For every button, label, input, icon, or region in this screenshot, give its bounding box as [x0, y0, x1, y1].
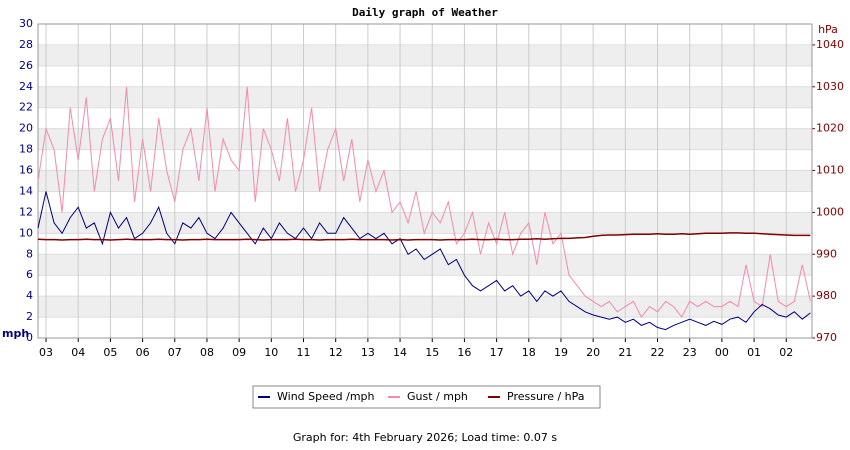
y-tick-label: 10 [19, 226, 33, 239]
grid-band [38, 128, 812, 150]
x-tick-label: 06 [136, 346, 150, 359]
y2-tick-label: 970 [816, 331, 837, 344]
x-tick-label: 21 [618, 346, 632, 359]
y-tick-label: 16 [19, 164, 33, 177]
x-tick-label: 10 [264, 346, 278, 359]
legend-entry: Gust / mph [388, 390, 468, 403]
grid-band [38, 44, 812, 66]
grid-band [38, 86, 812, 108]
y-tick-label: 4 [26, 289, 33, 302]
y-tick-label: 28 [19, 38, 33, 51]
x-tick-label: 22 [651, 346, 665, 359]
x-tick-label: 05 [103, 346, 117, 359]
y-tick-label: 12 [19, 205, 33, 218]
y-tick-label: 22 [19, 101, 33, 114]
y2-tick-label: 1040 [816, 38, 844, 51]
legend-label: Wind Speed /mph [277, 390, 375, 403]
x-tick-label: 15 [425, 346, 439, 359]
series-line [37, 191, 811, 331]
y-tick-label: 2 [26, 310, 33, 323]
x-tick-label: 16 [457, 346, 471, 359]
y2-tick-label: 990 [816, 247, 837, 260]
x-tick-label: 12 [329, 346, 343, 359]
y-tick-label: 6 [26, 268, 33, 281]
series-line [37, 232, 811, 241]
legend-entry: Pressure / hPa [488, 390, 585, 403]
legend-box [252, 385, 601, 409]
y-tick-label: 30 [19, 17, 33, 30]
x-tick-label: 07 [168, 346, 182, 359]
x-tick-label: 11 [297, 346, 311, 359]
x-tick-label: 03 [39, 346, 53, 359]
y2-tick-label: 1000 [816, 205, 844, 218]
legend-label: Gust / mph [407, 390, 468, 403]
y-tick-label: 18 [19, 143, 33, 156]
x-tick-label: 02 [779, 346, 793, 359]
x-tick-label: 08 [200, 346, 214, 359]
y2-axis-label: hPa [818, 23, 838, 36]
y-tick-label: 26 [19, 59, 33, 72]
legend-label: Pressure / hPa [507, 390, 585, 403]
legend-entry: Wind Speed /mph [258, 390, 375, 403]
y2-tick-label: 980 [816, 289, 837, 302]
x-tick-label: 13 [361, 346, 375, 359]
x-tick-label: 20 [586, 346, 600, 359]
grid-band [38, 296, 812, 318]
y-axis-label: mph [2, 327, 29, 340]
y-tick-label: 14 [19, 184, 33, 197]
x-tick-label: 00 [715, 346, 729, 359]
y2-tick-label: 1010 [816, 164, 844, 177]
y-tick-label: 0 [26, 331, 33, 344]
x-tick-label: 19 [554, 346, 568, 359]
y2-tick-label: 1030 [816, 80, 844, 93]
grid-band [38, 212, 812, 234]
x-tick-label: 14 [393, 346, 407, 359]
x-tick-label: 17 [490, 346, 504, 359]
y-tick-label: 20 [19, 122, 33, 135]
grid-band [38, 254, 812, 276]
footer: Graph for: 4th February 2026; Load time:… [293, 431, 558, 444]
grid-band [38, 170, 812, 192]
x-tick-label: 09 [232, 346, 246, 359]
x-tick-label: 18 [522, 346, 536, 359]
series-line [37, 86, 811, 319]
chart-title: Daily graph of Weather [352, 6, 498, 19]
y2-tick-label: 1020 [816, 122, 844, 135]
y-tick-label: 24 [19, 80, 33, 93]
y-tick-label: 8 [26, 247, 33, 260]
x-tick-label: 23 [683, 346, 697, 359]
x-tick-label: 01 [747, 346, 761, 359]
x-tick-label: 04 [71, 346, 85, 359]
